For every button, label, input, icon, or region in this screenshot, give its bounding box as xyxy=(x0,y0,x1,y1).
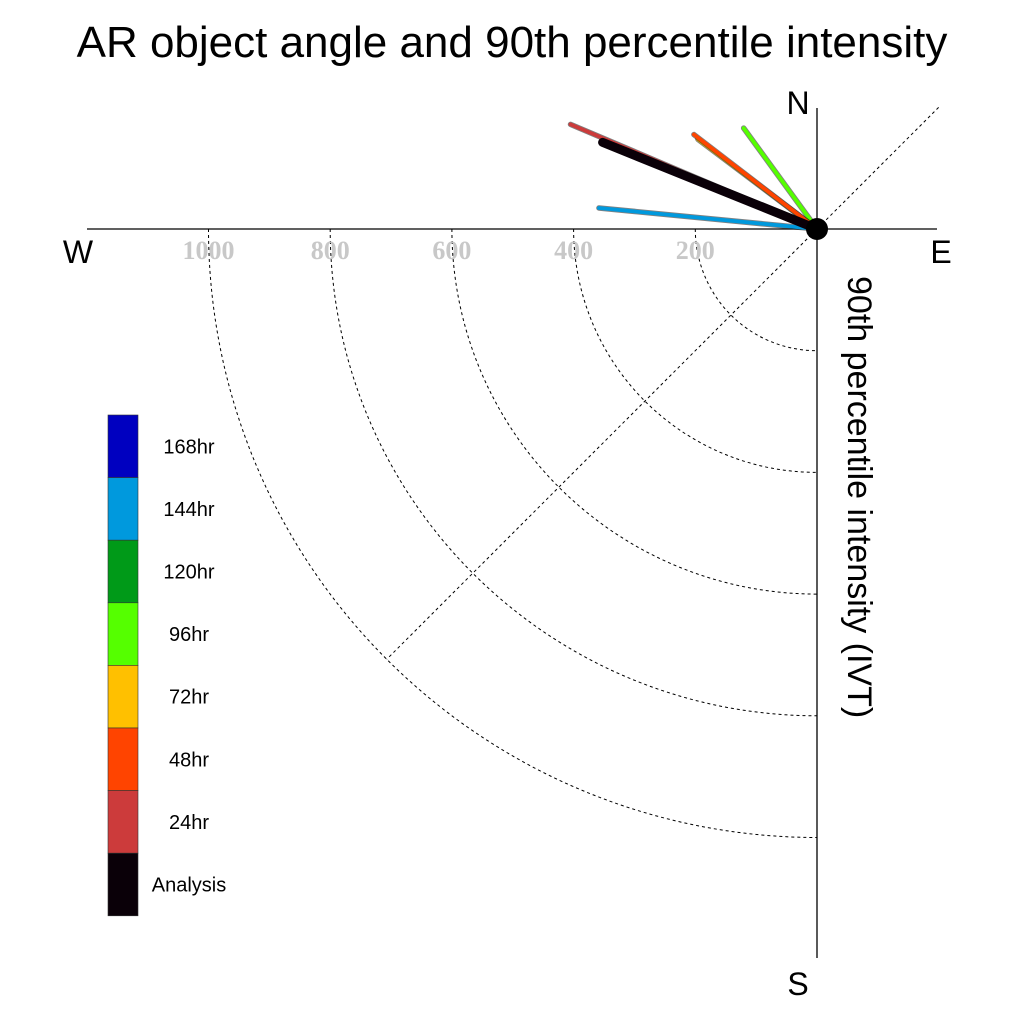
vector-96hr xyxy=(741,126,819,231)
legend-swatch-24hr xyxy=(107,790,139,854)
vector-analysis xyxy=(598,137,822,234)
grid-arc-800 xyxy=(329,228,818,717)
radial-tick-1000: 1000 xyxy=(183,236,235,265)
legend-swatch-144hr xyxy=(107,477,139,541)
vector-144hr xyxy=(597,206,819,231)
radial-tick-labels: 200 400 600 800 1000 xyxy=(183,236,715,265)
legend-swatch-168hr xyxy=(107,414,139,478)
compass-west: W xyxy=(63,234,94,270)
legend-label-24hr: 24hr xyxy=(169,812,209,834)
radial-tick-800: 800 xyxy=(311,236,350,265)
legend-swatch-120hr xyxy=(107,539,139,604)
legend-label-120hr: 120hr xyxy=(163,562,214,584)
radial-tick-400: 400 xyxy=(554,236,593,265)
legend-label-168hr: 168hr xyxy=(163,436,214,458)
legend-swatch-analysis xyxy=(107,852,139,917)
legend-label-72hr: 72hr xyxy=(169,687,209,709)
legend-label-analysis: Analysis xyxy=(152,875,226,897)
origin-marker xyxy=(806,218,828,240)
legend-label-48hr: 48hr xyxy=(169,749,209,771)
grid-diagonal xyxy=(386,107,939,660)
radial-tick-600: 600 xyxy=(432,236,471,265)
grid-arc-200 xyxy=(694,228,818,352)
compass-south: S xyxy=(787,966,808,1002)
legend-swatch-48hr xyxy=(107,727,139,791)
legend-label-96hr: 96hr xyxy=(169,624,209,646)
vector-48hr xyxy=(691,132,819,231)
legend-swatch-96hr xyxy=(107,602,139,666)
radial-tick-200: 200 xyxy=(676,236,715,265)
grid-arc-600 xyxy=(451,228,818,595)
legend: 168hr 144hr 120hr 96hr 72hr 48hr 24hr Analysis xyxy=(107,414,226,917)
grid-arc-1000 xyxy=(208,228,818,838)
polar-grid xyxy=(208,107,939,838)
compass-east: E xyxy=(930,234,951,270)
radial-axis-label: 90th percentile intensity (IVT) xyxy=(840,276,878,718)
compass-north: N xyxy=(786,85,809,121)
legend-label-144hr: 144hr xyxy=(163,499,214,521)
chart-title: AR object angle and 90th percentile inte… xyxy=(77,18,948,67)
ar-vectors xyxy=(567,121,822,234)
legend-swatch-72hr xyxy=(107,665,139,729)
grid-arc-400 xyxy=(573,228,818,473)
